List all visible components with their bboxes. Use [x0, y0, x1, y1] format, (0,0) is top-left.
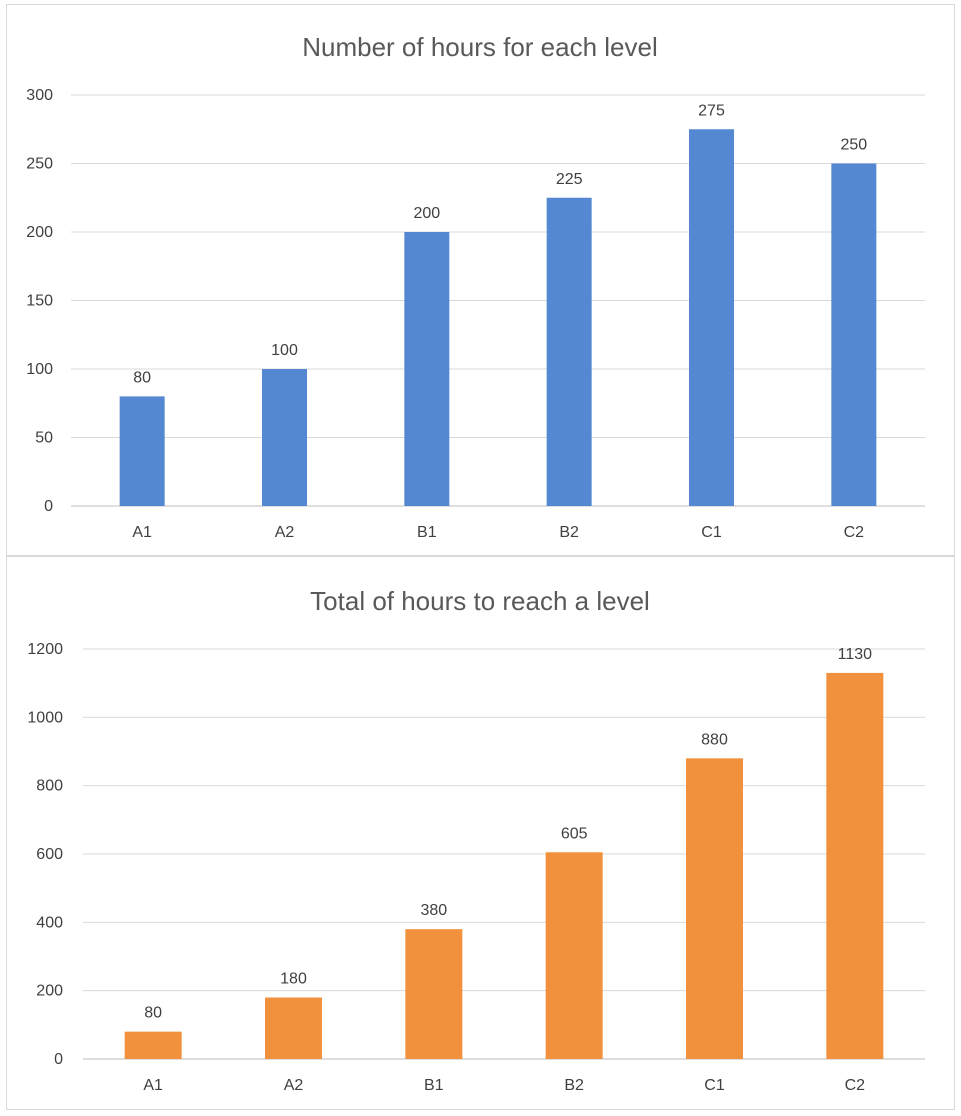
bar[interactable] — [831, 163, 877, 507]
bar[interactable] — [404, 232, 450, 506]
y-tick-label: 200 — [36, 983, 63, 1000]
data-label: 80 — [133, 369, 151, 386]
x-tick-label: A1 — [143, 1077, 163, 1094]
x-tick-label: B2 — [559, 524, 579, 541]
x-tick-label: B2 — [564, 1077, 584, 1094]
y-tick-label: 0 — [54, 1051, 63, 1068]
chart-title: Number of hours for each level — [302, 32, 658, 62]
y-tick-label: 200 — [26, 224, 53, 241]
y-tick-label: 250 — [26, 156, 53, 173]
y-tick-label: 300 — [26, 87, 53, 104]
y-tick-label: 0 — [44, 498, 53, 515]
bar[interactable] — [119, 396, 165, 506]
bar[interactable] — [265, 997, 322, 1060]
data-label: 605 — [561, 825, 588, 842]
hours-per-level-svg: Number of hours for each level 0 50 100 150… — [26, 32, 925, 541]
data-label: 100 — [271, 342, 298, 359]
total-hours-chart: Total of hours to reach a level 0 200 400 6… — [6, 556, 955, 1110]
x-tick-label: C2 — [844, 524, 865, 541]
data-label: 380 — [420, 902, 447, 919]
data-label: 1130 — [838, 646, 873, 663]
data-label: 180 — [280, 971, 307, 988]
y-tick-label: 100 — [26, 361, 53, 378]
bar[interactable] — [689, 129, 734, 506]
bar[interactable] — [686, 758, 743, 1059]
chart-title: Total of hours to reach a level — [310, 586, 650, 616]
bar[interactable] — [826, 672, 884, 1059]
data-label: 225 — [556, 171, 583, 188]
x-tick-label: C2 — [845, 1077, 866, 1094]
data-label: 250 — [840, 137, 867, 154]
x-tick-label: C1 — [704, 1077, 725, 1094]
x-tick-label: C1 — [701, 524, 722, 541]
y-tick-label: 150 — [26, 293, 53, 310]
y-tick-label: 800 — [36, 778, 63, 795]
y-tick-label: 50 — [35, 430, 53, 447]
bar[interactable] — [545, 852, 603, 1059]
y-tick-label: 1200 — [27, 641, 63, 658]
bar[interactable] — [546, 197, 592, 506]
total-hours-svg: Total of hours to reach a level 0 200 400 6… — [27, 586, 925, 1094]
x-tick-label: B1 — [417, 524, 437, 541]
y-tick-label: 1000 — [27, 709, 63, 726]
y-tick-label: 400 — [36, 914, 63, 931]
x-tick-label: A2 — [275, 524, 295, 541]
data-label: 80 — [144, 1005, 162, 1022]
data-label: 880 — [701, 731, 728, 748]
bar[interactable] — [405, 929, 463, 1059]
x-tick-label: B1 — [424, 1077, 444, 1094]
bar[interactable] — [262, 369, 307, 506]
x-tick-label: A2 — [284, 1077, 304, 1094]
data-label: 200 — [413, 205, 440, 222]
x-tick-label: A1 — [132, 524, 152, 541]
hours-per-level-chart: Number of hours for each level 0 50 100 150… — [6, 4, 955, 556]
y-tick-label: 600 — [36, 846, 63, 863]
bar[interactable] — [124, 1031, 182, 1059]
data-label: 275 — [698, 102, 725, 119]
